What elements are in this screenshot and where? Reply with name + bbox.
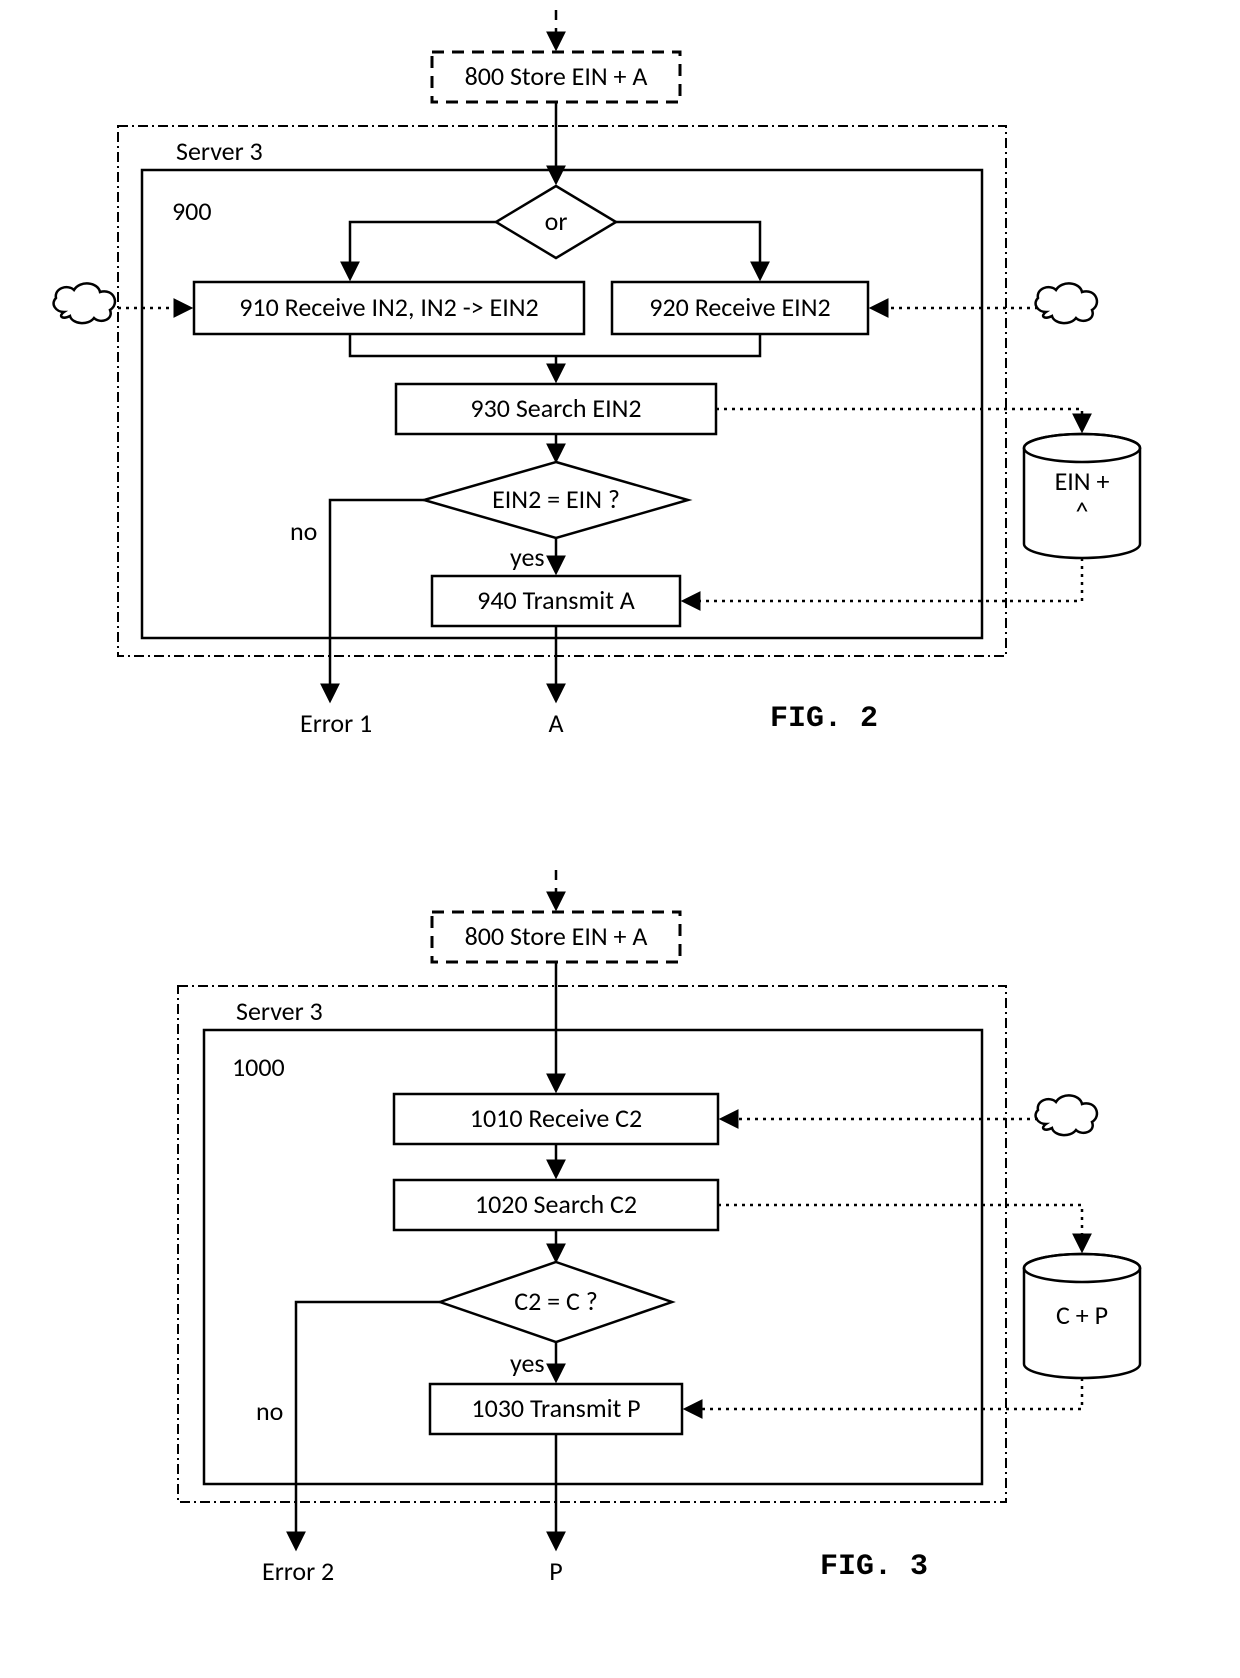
figure-2: 800 Store EIN + A Server 3 900 or 910 Re… (54, 10, 1140, 739)
database-cp: C + P (1024, 1254, 1140, 1378)
decision-or-label: or (545, 205, 568, 237)
block-900-id: 900 (172, 195, 212, 227)
server-label-3: Server 3 (236, 995, 323, 1027)
fig2-caption: FIG. 2 (770, 702, 878, 736)
figure-3: 800 Store EIN + A Server 3 1000 1010 Rec… (178, 870, 1140, 1587)
out-p: P (549, 1555, 562, 1587)
no-label-3: no (256, 1395, 283, 1427)
out-error2: Error 2 (262, 1555, 334, 1587)
fig3-caption: FIG. 3 (820, 1550, 928, 1584)
step-1030-label: 1030 Transmit P (471, 1392, 640, 1424)
step-940-label: 940 Transmit A (477, 584, 635, 616)
cloud-icon (1036, 1095, 1097, 1135)
decision-ein-label: EIN2 = EIN ? (492, 483, 620, 515)
server-label-2: Server 3 (176, 135, 263, 167)
yes-label-2: yes (510, 541, 545, 573)
db-cp-label: C + P (1056, 1299, 1108, 1331)
step-1020-label: 1020 Search C2 (475, 1188, 637, 1220)
block-1000-id: 1000 (232, 1051, 285, 1083)
cloud-icon (1036, 283, 1097, 323)
cloud-icon (54, 283, 115, 323)
out-error1: Error 1 (300, 707, 372, 739)
db-ein-line2: ^ (1076, 495, 1089, 527)
step-1010-label: 1010 Receive C2 (470, 1102, 642, 1134)
step-920-label: 920 Receive EIN2 (649, 291, 830, 323)
decision-c-label: C2 = C ? (514, 1285, 598, 1317)
db-ein-line1: EIN + (1055, 465, 1110, 497)
store-box-3-label: 800 Store EIN + A (465, 920, 648, 952)
database-ein: EIN + ^ (1024, 434, 1140, 558)
no-label-2: no (290, 515, 317, 547)
yes-label-3: yes (510, 1347, 545, 1379)
store-box-label: 800 Store EIN + A (465, 60, 648, 92)
diagram-canvas: 800 Store EIN + A Server 3 900 or 910 Re… (0, 0, 1240, 1678)
step-930-label: 930 Search EIN2 (470, 392, 641, 424)
step-910-label: 910 Receive IN2, IN2 -> EIN2 (239, 291, 538, 323)
out-a: A (548, 707, 563, 739)
